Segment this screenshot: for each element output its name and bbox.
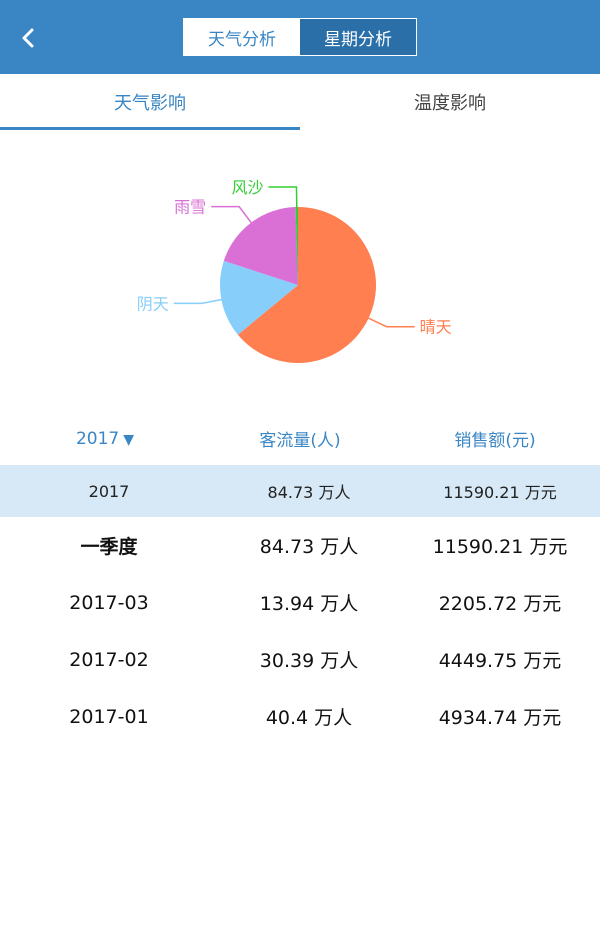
period-cell: 2017-03 — [69, 591, 149, 614]
table-row[interactable]: 一季度 84.73 万人 11590.21 万元 — [0, 517, 600, 574]
pie-slice-3[interactable] — [295, 207, 298, 285]
pie-label-0: 晴天 — [420, 318, 452, 337]
header-traffic: 客流量(人) — [259, 431, 341, 451]
traffic-cell: 84.73 万人 — [267, 483, 351, 502]
traffic-cell: 30.39 万人 — [259, 650, 359, 672]
traffic-cell: 13.94 万人 — [259, 593, 359, 615]
period-cell: 2017 — [88, 481, 130, 501]
table-row[interactable]: 2017-03 13.94 万人 2205.72 万元 — [0, 574, 600, 631]
pie-leader-line-2 — [211, 205, 252, 224]
chevron-left-icon — [22, 28, 34, 48]
pie-slice-2[interactable] — [223, 207, 298, 285]
year-selector[interactable]: 2017 ▼ — [0, 429, 210, 449]
table-row[interactable]: 2017-01 40.4 万人 4934.74 万元 — [0, 688, 600, 745]
pie-label-3: 风沙 — [231, 178, 263, 197]
pie-slice-1[interactable] — [220, 260, 298, 335]
sub-tabs: 天气影响 温度影响 — [0, 74, 600, 130]
pie-label-2: 雨雪 — [174, 198, 206, 217]
period-cell: 2017-02 — [69, 648, 149, 671]
weather-pie-chart: 晴天 阴天 雨雪 风沙 — [0, 130, 600, 410]
pie-svg: 晴天 阴天 雨雪 风沙 — [137, 178, 452, 363]
back-button[interactable] — [10, 20, 46, 56]
pie-leader-line-3 — [268, 186, 298, 208]
caret-down-icon: ▼ — [123, 431, 135, 448]
traffic-cell: 84.73 万人 — [259, 536, 359, 558]
sales-cell: 11590.21 万元 — [432, 536, 568, 558]
sales-cell: 2205.72 万元 — [438, 593, 562, 615]
analysis-type-switch: 天气分析 星期分析 — [183, 18, 417, 56]
sales-cell: 11590.21 万元 — [443, 483, 557, 502]
sales-cell: 4934.74 万元 — [438, 707, 562, 729]
traffic-cell: 40.4 万人 — [265, 707, 353, 729]
tab-temperature-impact[interactable]: 温度影响 — [414, 93, 486, 114]
pie-label-1: 阴天 — [137, 294, 169, 313]
table-row[interactable]: 2017-02 30.39 万人 4449.75 万元 — [0, 631, 600, 688]
tab-weekday-analysis[interactable]: 星期分析 — [300, 19, 416, 55]
pie-leader-line-1 — [173, 298, 222, 305]
period-cell: 2017-01 — [69, 705, 149, 728]
pie-leader-line-0 — [368, 317, 415, 328]
app-header: 天气分析 星期分析 — [0, 0, 600, 74]
sales-cell: 4449.75 万元 — [438, 650, 562, 672]
year-selector-label: 2017 — [75, 428, 120, 449]
tab-weather-impact[interactable]: 天气影响 — [0, 74, 300, 130]
header-sales: 销售额(元) — [454, 431, 536, 451]
pie-slice-0[interactable] — [237, 207, 376, 363]
period-cell: 一季度 — [80, 536, 138, 558]
table-header: 2017 ▼ 客流量(人) 销售额(元) — [0, 412, 600, 465]
tab-weather-analysis[interactable]: 天气分析 — [184, 19, 300, 55]
table-row-year-total[interactable]: 2017 84.73 万人 11590.21 万元 — [0, 465, 600, 517]
sales-table: 2017 ▼ 客流量(人) 销售额(元) 2017 84.73 万人 11590.… — [0, 412, 600, 745]
